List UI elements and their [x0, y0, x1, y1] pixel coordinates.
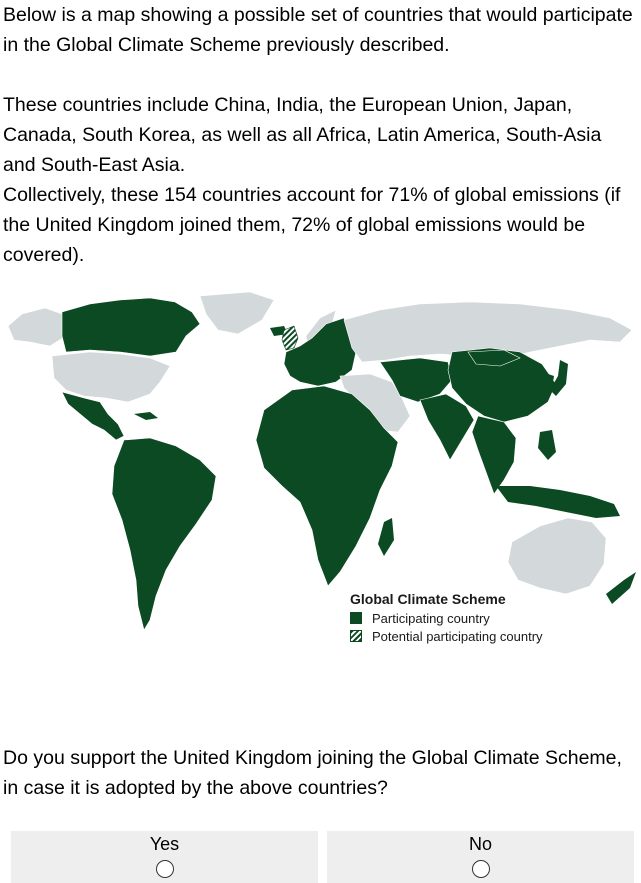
intro-paragraph-countries: These countries include China, India, th… — [3, 94, 602, 176]
philippines — [538, 430, 556, 460]
japan — [550, 360, 568, 396]
europe — [283, 317, 357, 387]
central-asia — [379, 357, 453, 403]
usa — [51, 351, 171, 403]
world-map — [0, 290, 641, 640]
solid-swatch-icon — [350, 612, 362, 624]
russia — [343, 301, 633, 363]
korea — [546, 374, 554, 388]
legend-label-potential: Potential participating country — [372, 628, 543, 644]
alaska — [7, 307, 67, 347]
intro-paragraph-emissions: Collectively, these 154 countries accoun… — [3, 184, 621, 266]
legend-item-participating: Participating country — [350, 609, 590, 627]
option-no[interactable]: No — [327, 831, 634, 883]
india — [419, 393, 475, 461]
survey-question: Do you support the United Kingdom joinin… — [3, 743, 639, 803]
indonesia — [496, 486, 620, 518]
intro-text: Below is a map showing a possible set of… — [3, 0, 639, 270]
radio-no[interactable] — [471, 860, 490, 878]
new-zealand — [606, 572, 636, 604]
intro-paragraph-map: Below is a map showing a possible set of… — [3, 4, 633, 56]
legend-label-participating: Participating country — [372, 610, 490, 626]
question-text: Do you support the United Kingdom joinin… — [3, 747, 622, 799]
australia — [507, 517, 607, 595]
hatched-swatch-icon — [350, 630, 362, 642]
china — [447, 347, 557, 423]
canada — [61, 297, 201, 357]
greenland — [199, 291, 275, 335]
answer-options: Yes No — [11, 831, 636, 883]
madagascar — [378, 518, 394, 556]
africa — [255, 385, 399, 587]
option-yes-label: Yes — [149, 834, 180, 854]
united-kingdom — [281, 325, 299, 351]
map-legend: Global Climate Scheme Participating coun… — [350, 589, 590, 645]
mongolia — [467, 349, 521, 367]
legend-item-potential: Potential participating country — [350, 627, 590, 645]
option-yes[interactable]: Yes — [11, 831, 318, 883]
mexico-central-america — [61, 391, 125, 441]
legend-title: Global Climate Scheme — [350, 591, 506, 607]
south-america — [111, 437, 217, 631]
caribbean — [134, 412, 158, 420]
option-no-label: No — [468, 834, 492, 854]
world-map-image — [7, 291, 636, 631]
southeast-asia — [471, 415, 517, 495]
radio-yes[interactable] — [155, 860, 174, 878]
